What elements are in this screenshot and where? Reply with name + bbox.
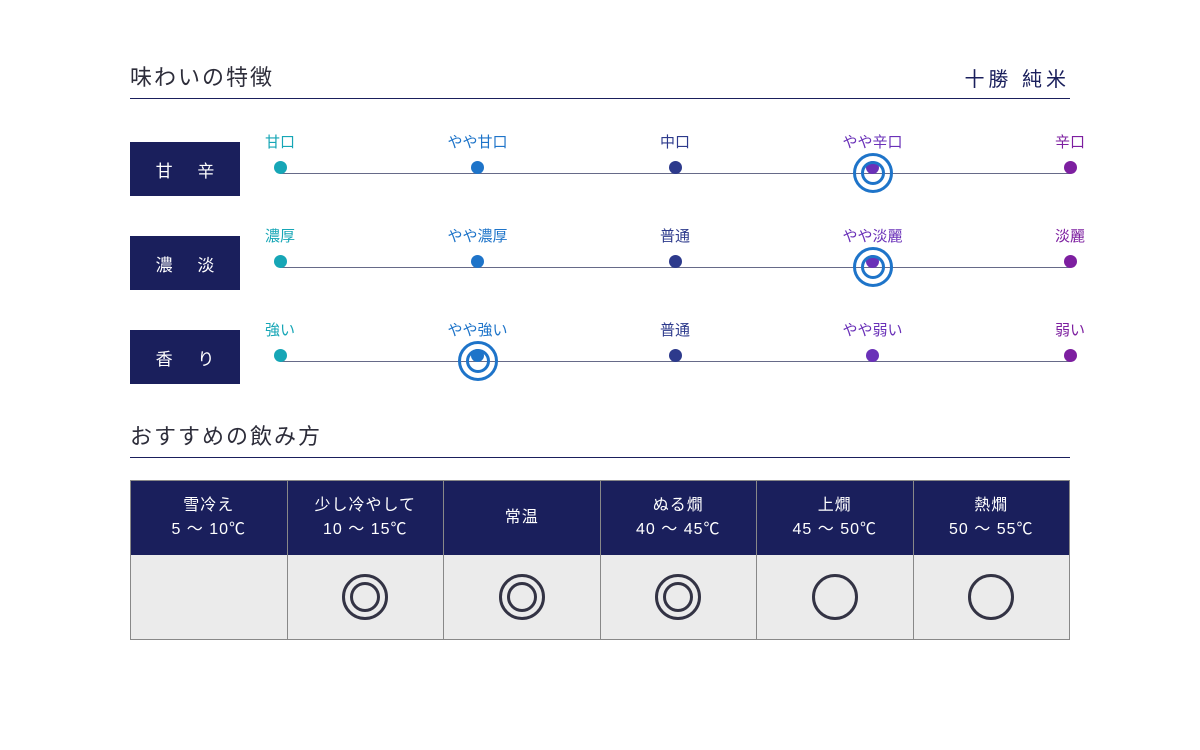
scale-track: 甘口やや甘口中口やや辛口辛口	[280, 131, 1070, 191]
temperature-title: おすすめの飲み方	[130, 419, 322, 451]
taste-scales: 甘 辛甘口やや甘口中口やや辛口辛口濃 淡濃厚やや濃厚普通やや淡麗淡麗香 り強いや…	[130, 121, 1070, 389]
scale-point-label: 淡麗	[1020, 225, 1120, 246]
scale-dot	[274, 255, 287, 268]
temperature-name: 常温	[505, 506, 539, 530]
scale-label: 甘 辛	[130, 142, 240, 196]
scale-point: やや甘口	[428, 131, 528, 173]
scale-point-label: 中口	[625, 131, 725, 152]
scale-label: 香 り	[130, 330, 240, 384]
scale-dot	[669, 349, 682, 362]
temperature-range: 50 〜 55℃	[949, 518, 1034, 542]
scale-point: やや濃厚	[428, 225, 528, 267]
scale-point-label: 強い	[230, 319, 330, 340]
temperature-column-head: 熱燗50 〜 55℃	[914, 481, 1070, 555]
taste-title: 味わいの特徴	[130, 60, 274, 92]
scale-point-label: 濃厚	[230, 225, 330, 246]
taste-section: 味わいの特徴 十勝 純米 甘 辛甘口やや甘口中口やや辛口辛口濃 淡濃厚やや濃厚普…	[130, 60, 1070, 389]
scale-dot	[866, 349, 879, 362]
circle-icon	[968, 574, 1014, 620]
scale-point: 中口	[625, 131, 725, 173]
scale-point-label: 普通	[625, 225, 725, 246]
temperature-column: 上燗45 〜 50℃	[757, 481, 914, 639]
scale-point-label: やや甘口	[428, 131, 528, 152]
temperature-column: 熱燗50 〜 55℃	[914, 481, 1070, 639]
temperature-column: 雪冷え5 〜 10℃	[131, 481, 288, 639]
temperature-range: 45 〜 50℃	[793, 518, 878, 542]
scale-dot	[1064, 255, 1077, 268]
temperature-column-head: 上燗45 〜 50℃	[757, 481, 913, 555]
temperature-name: 少し冷やして	[314, 494, 416, 518]
temperature-column-body	[288, 555, 444, 639]
scale-track: 濃厚やや濃厚普通やや淡麗淡麗	[280, 225, 1070, 285]
scale-dot	[274, 349, 287, 362]
scale-point-label: 弱い	[1020, 319, 1120, 340]
temperature-name: ぬる燗	[653, 494, 704, 518]
scale-point: 甘口	[230, 131, 330, 173]
selection-ring-inner-icon	[861, 161, 885, 185]
scale-dot	[1064, 161, 1077, 174]
scale-dot	[669, 161, 682, 174]
temperature-column: ぬる燗40 〜 45℃	[601, 481, 758, 639]
scale-dot	[471, 255, 484, 268]
scale-point-label: 普通	[625, 319, 725, 340]
scale-point: 普通	[625, 225, 725, 267]
scale-point: やや弱い	[823, 319, 923, 361]
temperature-range: 5 〜 10℃	[171, 518, 246, 542]
double-circle-icon	[655, 574, 701, 620]
temperature-column-head: ぬる燗40 〜 45℃	[601, 481, 757, 555]
scale-point-label: やや強い	[428, 319, 528, 340]
scale-point-label: やや淡麗	[823, 225, 923, 246]
temperature-column-body	[757, 555, 913, 639]
temperature-name: 熱燗	[974, 494, 1008, 518]
temperature-table: 雪冷え5 〜 10℃少し冷やして10 〜 15℃常温ぬる燗40 〜 45℃上燗4…	[130, 480, 1070, 640]
scale-point: 辛口	[1020, 131, 1120, 173]
selection-ring-inner-icon	[861, 255, 885, 279]
temperature-column-body	[444, 555, 600, 639]
selection-ring-inner-icon	[466, 349, 490, 373]
circle-icon	[812, 574, 858, 620]
temperature-column: 常温	[444, 481, 601, 639]
temperature-name: 雪冷え	[183, 494, 234, 518]
double-circle-icon	[342, 574, 388, 620]
scale-row: 香 り強いやや強い普通やや弱い弱い	[130, 309, 1070, 389]
taste-header: 味わいの特徴 十勝 純米	[130, 60, 1070, 99]
scale-dot	[669, 255, 682, 268]
temperature-column-body	[914, 555, 1070, 639]
product-subtitle: 十勝 純米	[964, 63, 1070, 92]
scale-row: 濃 淡濃厚やや濃厚普通やや淡麗淡麗	[130, 215, 1070, 295]
temperature-column-head: 常温	[444, 481, 600, 555]
scale-point: 弱い	[1020, 319, 1120, 361]
scale-point-label: やや辛口	[823, 131, 923, 152]
scale-point: 濃厚	[230, 225, 330, 267]
scale-dot	[274, 161, 287, 174]
scale-dot	[1064, 349, 1077, 362]
temperature-column-body	[601, 555, 757, 639]
scale-label: 濃 淡	[130, 236, 240, 290]
temperature-section: おすすめの飲み方 雪冷え5 〜 10℃少し冷やして10 〜 15℃常温ぬる燗40…	[130, 419, 1070, 640]
temperature-column-head: 雪冷え5 〜 10℃	[131, 481, 287, 555]
scale-point: 強い	[230, 319, 330, 361]
scale-point: 普通	[625, 319, 725, 361]
scale-point-label: やや弱い	[823, 319, 923, 340]
temperature-header: おすすめの飲み方	[130, 419, 1070, 458]
temperature-column: 少し冷やして10 〜 15℃	[288, 481, 445, 639]
scale-row: 甘 辛甘口やや甘口中口やや辛口辛口	[130, 121, 1070, 201]
temperature-range: 10 〜 15℃	[323, 518, 408, 542]
temperature-range: 40 〜 45℃	[636, 518, 721, 542]
scale-point-label: やや濃厚	[428, 225, 528, 246]
scale-track: 強いやや強い普通やや弱い弱い	[280, 319, 1070, 379]
temperature-name: 上燗	[818, 494, 852, 518]
scale-point-label: 甘口	[230, 131, 330, 152]
temperature-column-body	[131, 555, 287, 639]
scale-point-label: 辛口	[1020, 131, 1120, 152]
scale-point: 淡麗	[1020, 225, 1120, 267]
temperature-column-head: 少し冷やして10 〜 15℃	[288, 481, 444, 555]
double-circle-icon	[499, 574, 545, 620]
scale-dot	[471, 161, 484, 174]
